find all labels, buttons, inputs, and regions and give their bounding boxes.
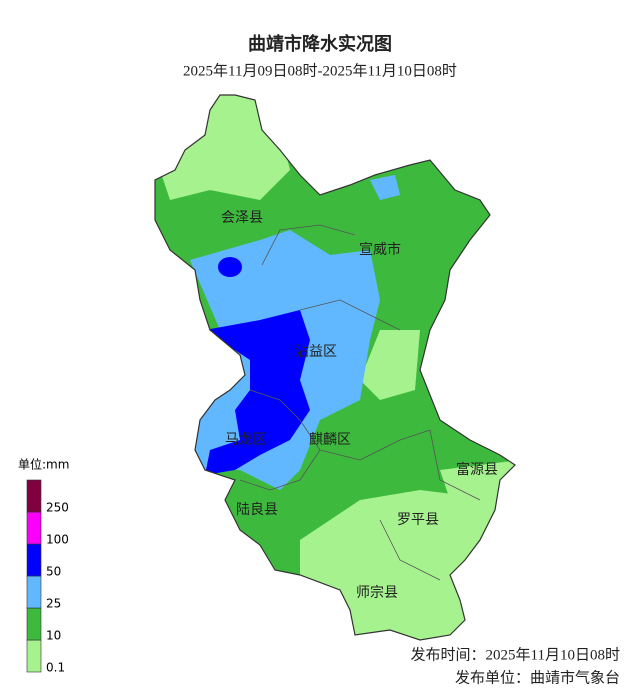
district-label: 马龙区	[225, 432, 267, 448]
legend-swatch	[26, 479, 42, 513]
legend-swatch	[26, 575, 42, 609]
district-label: 师宗县	[356, 585, 398, 601]
legend: 0.1 10 25 50 100 250	[26, 479, 69, 675]
field-light-north	[160, 95, 290, 200]
district-label: 麒麟区	[309, 432, 351, 448]
legend-label: 10	[46, 629, 61, 643]
district-label: 会泽县	[221, 210, 263, 226]
district-borders	[239, 224, 481, 581]
legend-swatch	[26, 639, 42, 673]
legend-swatch	[26, 543, 42, 577]
legend-label: 0.1	[46, 661, 65, 675]
publish-time: 发布时间：2025年11月10日08时	[411, 646, 620, 663]
legend-label: 100	[46, 533, 69, 547]
publisher: 发布单位：曲靖市气象台	[455, 669, 620, 686]
title: 曲靖市降水实况图	[248, 33, 392, 55]
district-label: 富源县	[456, 461, 498, 478]
district-label: 宣威市	[359, 241, 401, 258]
district-label: 罗平县	[397, 512, 439, 528]
rain-fields	[155, 95, 515, 640]
field-light-east	[360, 330, 420, 400]
legend-title: 单位:mm	[18, 457, 69, 472]
legend-swatch	[26, 607, 42, 641]
legend-label: 25	[46, 597, 61, 611]
legend-label: 250	[46, 501, 69, 515]
field-50-north	[218, 257, 242, 277]
district-label: 陆良县	[236, 502, 278, 518]
field-25-north	[370, 175, 400, 200]
district-label: 沾益区	[295, 344, 337, 360]
subtitle: 2025年11月09日08时-2025年11月10日08时	[183, 62, 457, 79]
legend-label: 50	[46, 565, 61, 579]
legend-swatch	[26, 511, 42, 545]
